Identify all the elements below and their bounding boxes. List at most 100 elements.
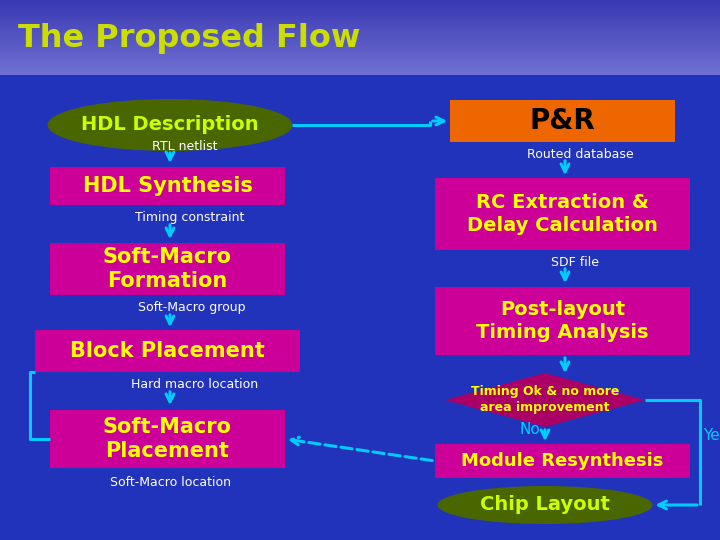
Bar (50, 243, 285, 295)
Bar (0, 2, 720, 3)
Bar (0, 62, 720, 64)
Bar (0, 25, 720, 26)
Bar (0, 52, 720, 53)
Bar (0, 35, 720, 37)
Bar (12, 78, 708, 530)
Bar (0, 19, 720, 21)
Bar (0, 38, 720, 39)
Bar (0, 21, 720, 22)
Bar (0, 62, 720, 63)
Text: Soft-Macro group: Soft-Macro group (138, 300, 246, 314)
Bar (0, 9, 720, 10)
Bar (0, 3, 720, 4)
Bar (0, 34, 720, 36)
Bar (0, 45, 720, 46)
Bar (0, 15, 720, 16)
Bar (0, 0, 720, 1)
Bar (0, 18, 720, 19)
Bar (0, 55, 720, 57)
Bar (0, 22, 720, 23)
Bar (0, 58, 720, 60)
Bar (0, 26, 720, 28)
Bar (0, 73, 720, 75)
Bar (0, 33, 720, 35)
Text: Timing constraint: Timing constraint (135, 212, 245, 225)
Text: Routed database: Routed database (527, 147, 634, 160)
Text: Soft-Macro
Formation: Soft-Macro Formation (103, 247, 232, 292)
Bar (0, 51, 720, 53)
Bar (0, 70, 720, 71)
Bar (0, 69, 720, 70)
Bar (0, 41, 720, 43)
Bar (0, 30, 720, 31)
Bar (0, 5, 720, 7)
Bar (0, 42, 720, 44)
Bar (0, 48, 720, 50)
Bar (0, 17, 720, 18)
Bar (435, 444, 690, 478)
Bar (0, 24, 720, 25)
Bar (435, 287, 690, 355)
Bar (0, 47, 720, 49)
Text: RTL netlist: RTL netlist (152, 140, 217, 153)
Text: The Proposed Flow: The Proposed Flow (18, 23, 361, 53)
Bar (0, 60, 720, 62)
Bar (0, 72, 720, 74)
Bar (0, 46, 720, 48)
Text: Soft-Macro location: Soft-Macro location (109, 476, 230, 489)
Bar (0, 23, 720, 24)
Bar (0, 6, 720, 8)
Text: SDF file: SDF file (551, 255, 599, 268)
Bar (0, 57, 720, 59)
Text: No: No (520, 422, 541, 436)
Bar (0, 39, 720, 40)
Text: HDL Description: HDL Description (81, 116, 258, 134)
Bar (0, 49, 720, 51)
Bar (0, 43, 720, 45)
Bar (0, 50, 720, 52)
Bar (0, 54, 720, 56)
Bar (0, 66, 720, 68)
Bar (0, 11, 720, 12)
Text: RC Extraction &
Delay Calculation: RC Extraction & Delay Calculation (467, 193, 658, 235)
Bar (0, 64, 720, 66)
Bar (50, 410, 285, 468)
Text: Hard macro location: Hard macro location (132, 379, 258, 392)
Bar (0, 14, 720, 15)
Bar (0, 4, 720, 6)
Bar (0, 28, 720, 29)
Text: Chip Layout: Chip Layout (480, 496, 610, 515)
Bar (0, 36, 720, 37)
Bar (0, 27, 720, 29)
Bar (0, 29, 720, 30)
Text: Block Placement: Block Placement (70, 341, 265, 361)
Text: Post-layout
Timing Analysis: Post-layout Timing Analysis (476, 300, 649, 342)
Text: Timing Ok & no more
area improvement: Timing Ok & no more area improvement (471, 386, 619, 415)
Text: Yes: Yes (703, 428, 720, 442)
Bar (0, 16, 720, 17)
Bar (0, 8, 720, 9)
Bar (0, 59, 720, 61)
Bar (0, 70, 720, 72)
Bar (0, 12, 720, 14)
Bar (0, 53, 720, 55)
Bar (450, 100, 675, 142)
Bar (0, 10, 720, 11)
Text: Soft-Macro
Placement: Soft-Macro Placement (103, 416, 232, 461)
Bar (0, 37, 720, 38)
Text: P&R: P&R (530, 107, 595, 135)
Bar (0, 63, 720, 65)
Bar (35, 330, 300, 372)
Text: HDL Synthesis: HDL Synthesis (83, 176, 253, 196)
Bar (0, 1, 720, 2)
Polygon shape (445, 373, 645, 427)
Bar (0, 71, 720, 73)
Bar (0, 40, 720, 42)
Ellipse shape (48, 99, 292, 151)
Bar (0, 31, 720, 32)
Bar (50, 167, 285, 205)
Ellipse shape (438, 486, 652, 524)
Bar (0, 4, 720, 5)
Bar (0, 56, 720, 58)
Bar (0, 20, 720, 21)
